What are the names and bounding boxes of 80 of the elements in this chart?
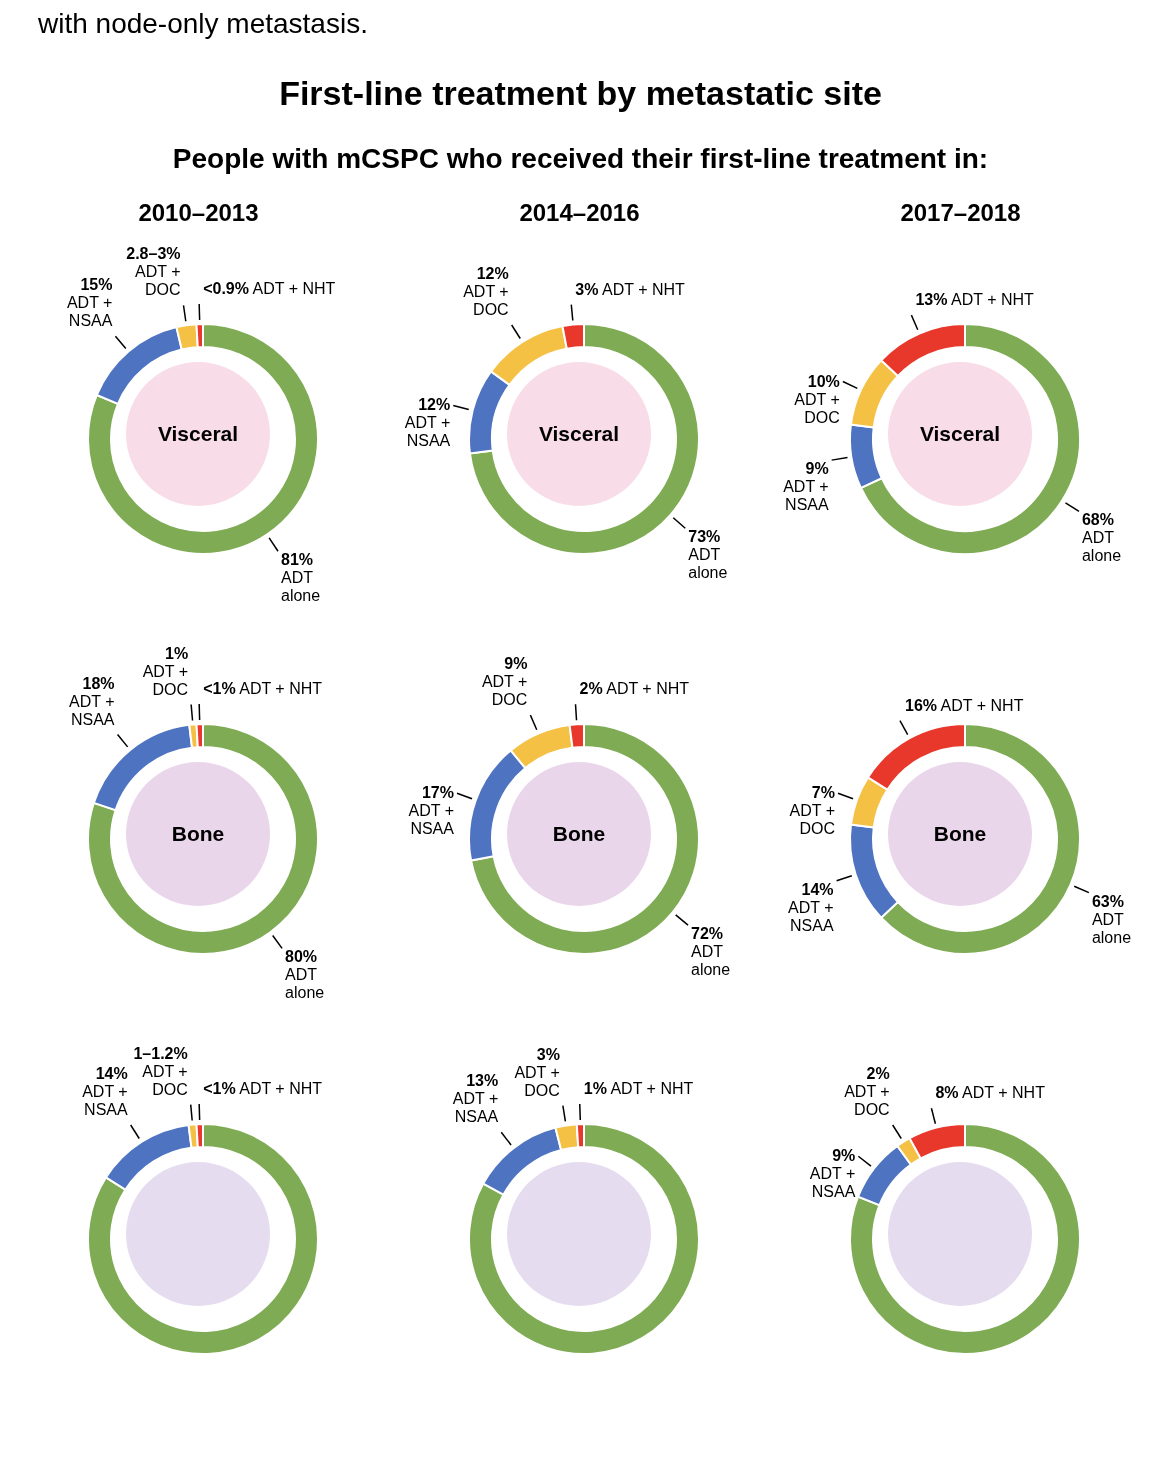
data-label: 3% [575, 280, 599, 298]
slice-label: ADT + NSAA [404, 414, 451, 450]
data-label: 7% [811, 784, 835, 802]
slice-label: ADT + DOC [794, 390, 840, 426]
data-label: 13% [466, 1072, 499, 1090]
slice-label: ADT + DOC [844, 1083, 890, 1119]
data-label: 81% [281, 551, 314, 569]
data-label: 1% [165, 644, 189, 662]
data-label: 16% [905, 696, 938, 714]
data-label: <1% [203, 680, 236, 698]
data-label: 68% [1081, 511, 1115, 529]
slice-label: ADT alone [1091, 910, 1132, 946]
slice-label: ADT + NSAA [82, 1083, 128, 1119]
slice-label: ADT alone [281, 569, 321, 605]
slice-label: ADT + NHT [601, 280, 685, 298]
text: People with mCSPC who received their first-line treatment in: [171, 143, 990, 175]
slice-label: ADT + NSAA [809, 1165, 856, 1201]
slice-label: ADT + NSAA [788, 898, 834, 934]
data-label: 10% [807, 372, 840, 390]
donut-slice [468, 1123, 700, 1355]
slice-label: ADT + NSAA [66, 294, 113, 330]
data-label: 63% [1091, 892, 1124, 910]
donut-slice [87, 1123, 319, 1355]
slice-label: ADT + DOC [142, 1062, 188, 1098]
slice-label: ADT + DOC [481, 673, 528, 709]
text: Bone [933, 822, 987, 845]
chart-title: 2010–2013 [137, 199, 260, 228]
chart-title: 2014–2016 [518, 199, 641, 228]
slice-label: ADT + NSAA [408, 802, 455, 838]
data-label: 13% [915, 291, 948, 309]
slice-label: ADT + DOC [135, 263, 181, 299]
data-label: 3% [536, 1045, 560, 1063]
data-label: 12% [476, 265, 509, 283]
data-label: 14% [801, 880, 834, 898]
data-label: 15% [80, 276, 113, 294]
slice-label: ADT + NHT [962, 1084, 1045, 1102]
slice-label: ADT alone [1081, 529, 1122, 565]
slice-label: ADT + NHT [950, 291, 1034, 309]
data-label: 12% [418, 396, 451, 414]
slice-label: ADT alone [691, 943, 731, 979]
slice-label: ADT + DOC [514, 1063, 560, 1099]
data-label: 73% [688, 528, 721, 546]
data-label: 8% [935, 1084, 959, 1102]
slice-label: ADT + DOC [463, 283, 509, 319]
data-label: 1% [583, 1080, 607, 1098]
slice-label: ADT + NSAA [452, 1090, 499, 1126]
data-label: 18% [82, 674, 115, 692]
slice-label: ADT + NSAA [69, 692, 115, 728]
text: Visceral [538, 422, 620, 445]
slice-label: ADT alone [285, 966, 325, 1002]
slice-label: ADT alone [688, 546, 728, 582]
slice-label: ADT + NHT [252, 280, 336, 298]
chart-title: 2017–2018 [899, 199, 1022, 228]
text: Visceral [919, 422, 1001, 445]
data-label: 2% [866, 1065, 890, 1083]
data-label: 72% [691, 925, 724, 943]
text: Visceral [157, 422, 239, 445]
text: First-line treatment by metastatic site [278, 74, 883, 113]
data-label: 1–1.2% [133, 1044, 188, 1062]
data-label: 9% [832, 1147, 856, 1165]
slice-label: ADT + NSAA [783, 478, 829, 514]
slice-label: ADT + DOC [142, 662, 189, 698]
slice-label: ADT + DOC [789, 802, 835, 838]
slice-label: ADT + NHT [606, 680, 690, 698]
data-label: <1% [203, 1080, 236, 1098]
data-label: 14% [95, 1065, 128, 1083]
slice-label: ADT + NHT [239, 1080, 323, 1098]
slice-label: ADT + NHT [940, 696, 1024, 714]
text: Bone [171, 822, 225, 845]
data-label: 80% [285, 948, 318, 966]
text: with node-only metastasis. [38, 8, 369, 40]
slice-label: ADT + NHT [239, 680, 323, 698]
text: Bone [552, 822, 606, 845]
data-label: 9% [504, 655, 528, 673]
data-label: <0.9% [203, 280, 249, 298]
data-label: 9% [805, 460, 829, 478]
slice-label: ADT + NHT [610, 1080, 694, 1098]
data-label: 17% [421, 784, 454, 802]
data-label: 2.8–3% [126, 245, 181, 263]
data-label: 2% [579, 680, 603, 698]
